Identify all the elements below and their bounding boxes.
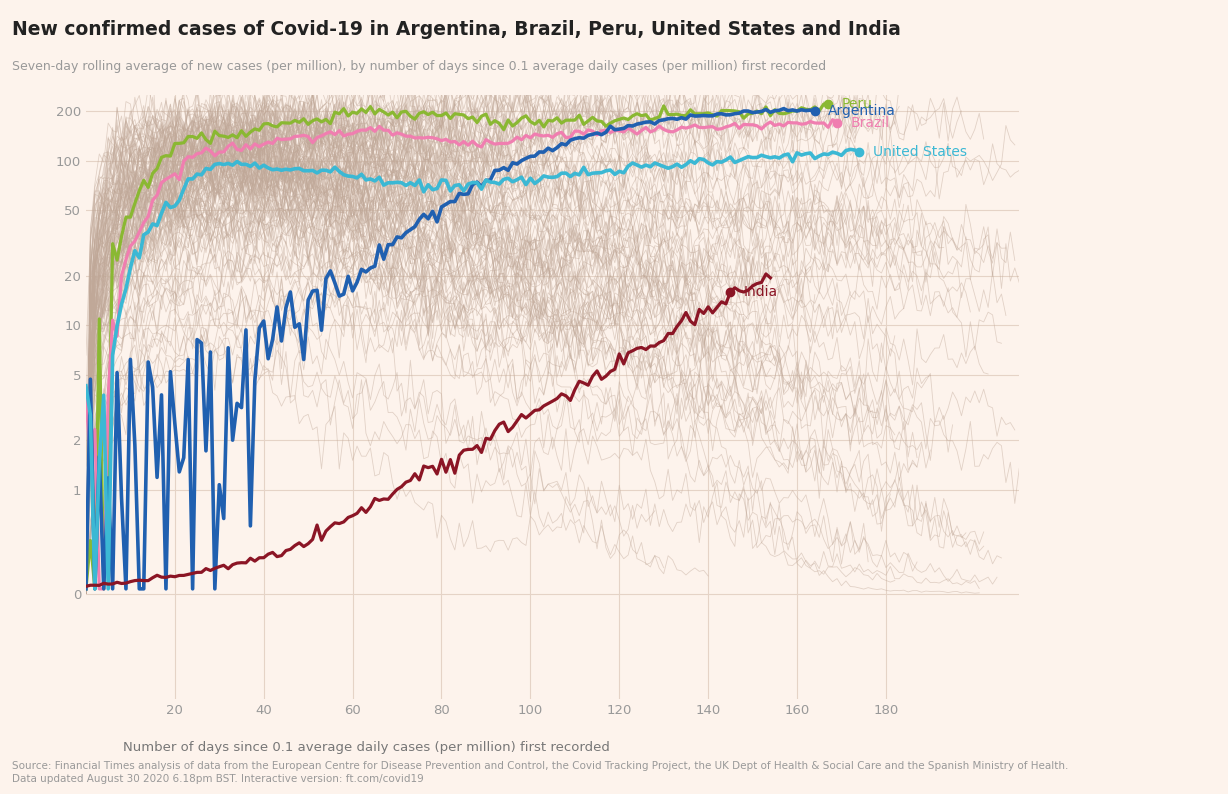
Text: India: India bbox=[744, 285, 777, 299]
Text: Peru: Peru bbox=[841, 97, 872, 111]
Text: Argentina: Argentina bbox=[828, 104, 896, 118]
Text: United States: United States bbox=[873, 145, 966, 159]
Text: Source: Financial Times analysis of data from the European Centre for Disease Pr: Source: Financial Times analysis of data… bbox=[12, 761, 1068, 784]
X-axis label: Number of days since 0.1 average daily cases (per million) first recorded: Number of days since 0.1 average daily c… bbox=[123, 741, 609, 754]
Text: Brazil: Brazil bbox=[850, 116, 889, 130]
Text: New confirmed cases of Covid-19 in Argentina, Brazil, Peru, United States and In: New confirmed cases of Covid-19 in Argen… bbox=[12, 20, 901, 39]
Text: Seven-day rolling average of new cases (per million), by number of days since 0.: Seven-day rolling average of new cases (… bbox=[12, 60, 826, 72]
